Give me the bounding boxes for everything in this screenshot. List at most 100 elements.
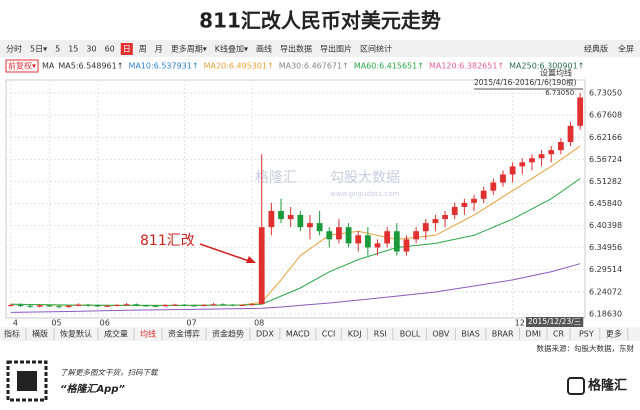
toolbar-item[interactable]: 30 xyxy=(86,45,96,54)
adjust-border xyxy=(5,59,39,73)
candle-body xyxy=(171,304,178,306)
candle-body xyxy=(384,231,391,244)
tab[interactable]: BRAR xyxy=(492,330,514,339)
toolbar-item[interactable]: 5日▾ xyxy=(30,45,47,54)
y-tick-label: 6.45840 xyxy=(589,199,622,208)
tab[interactable]: MACD xyxy=(286,330,310,339)
candle-body xyxy=(75,304,82,306)
candle-body xyxy=(220,304,227,306)
candle-body xyxy=(7,305,14,307)
toolbar-item[interactable]: 15 xyxy=(68,45,78,54)
toolbar-item[interactable]: 经典版 xyxy=(584,44,608,54)
candle-body xyxy=(94,305,101,307)
tab[interactable]: KDJ xyxy=(348,330,362,339)
candle-body xyxy=(104,305,111,307)
candle-body xyxy=(181,304,188,306)
annotation: 811汇改 xyxy=(140,233,195,249)
tab[interactable]: BOLL xyxy=(400,330,421,339)
adjust-button[interactable]: 前复权▾ xyxy=(8,61,36,71)
watermark: www.gogudata.com xyxy=(330,190,399,198)
candle-body xyxy=(413,231,420,240)
y-tick-label: 6.34956 xyxy=(589,243,622,252)
toolbar-item[interactable]: 导出图片 xyxy=(320,44,352,54)
candle-body xyxy=(258,227,265,305)
toolbar-item[interactable]: 全屏 xyxy=(618,44,634,54)
tab[interactable]: PSY xyxy=(579,330,594,339)
toolbar-item[interactable]: 画线 xyxy=(256,44,272,54)
candle-body xyxy=(191,305,198,307)
y-tick-label: 6.62166 xyxy=(589,133,622,142)
tab[interactable]: RSI xyxy=(374,330,387,339)
cursor-date: 2015/12/23/三 xyxy=(528,317,581,326)
candle-body xyxy=(307,223,313,228)
footer-line1: 了解更多图文干货，扫码下载 xyxy=(60,368,159,377)
tab[interactable]: 资金趋势 xyxy=(212,329,244,339)
x-tick-label: 08 xyxy=(254,319,264,328)
annotation-arrow xyxy=(199,243,253,263)
qr-center xyxy=(17,371,37,391)
candle-body xyxy=(432,219,439,224)
candle-body xyxy=(287,215,294,220)
tab[interactable]: DMI xyxy=(526,330,541,339)
y-tick-label: 6.18630 xyxy=(589,309,622,318)
tab[interactable]: CR xyxy=(553,330,565,339)
footer-bg xyxy=(0,355,640,410)
watermark: 格隆汇 xyxy=(255,170,297,186)
y-tick-label: 6.56724 xyxy=(589,155,622,164)
candle-body xyxy=(326,231,333,240)
x-tick-label: 07 xyxy=(187,319,197,328)
legend-item: MA20:6.495301↑ xyxy=(204,62,274,71)
tab[interactable]: 恢复默认 xyxy=(60,329,92,339)
candle-body xyxy=(210,304,217,306)
candle-body xyxy=(143,305,149,307)
candle-body xyxy=(345,227,352,244)
tab[interactable]: 指标 xyxy=(4,329,20,339)
toolbar-item[interactable]: 日 xyxy=(123,45,131,54)
candle-body xyxy=(278,210,284,220)
candle-body xyxy=(85,304,91,306)
toolbar-item[interactable]: 月 xyxy=(155,45,163,54)
candle-body xyxy=(17,305,24,307)
candle-body xyxy=(297,215,304,228)
arrow-head xyxy=(246,256,256,263)
tab[interactable]: 资金博弈 xyxy=(168,329,200,339)
tab[interactable]: CCI xyxy=(322,330,336,339)
footer-line2: “格隆汇App” xyxy=(60,383,125,395)
tab[interactable]: DDX xyxy=(256,330,274,339)
legend-item: MA250:6.300901↑ xyxy=(509,62,584,71)
tab[interactable]: 更多 xyxy=(606,329,622,339)
toolbar-item[interactable]: 分时 xyxy=(6,44,22,54)
candle-body xyxy=(46,305,53,307)
candle-body xyxy=(364,235,371,248)
tab[interactable]: 成交量 xyxy=(104,329,128,339)
legend-prefix: MA xyxy=(42,62,55,71)
tab[interactable]: OBV xyxy=(432,330,450,339)
candle-body xyxy=(152,305,159,307)
toolbar-item[interactable]: 周 xyxy=(139,45,147,54)
candle-body xyxy=(162,305,169,307)
tab[interactable]: 横版 xyxy=(32,329,48,339)
candle-body xyxy=(133,304,140,306)
candle-body xyxy=(471,198,477,203)
candle-body xyxy=(509,166,516,175)
candle-body xyxy=(229,304,236,306)
candle-body xyxy=(451,206,458,216)
toolbar-item[interactable]: 更多周期▾ xyxy=(171,44,207,54)
toolbar-item[interactable]: 60 xyxy=(105,45,115,54)
ma-line xyxy=(10,178,581,306)
cursor-date-bg xyxy=(526,317,584,327)
toolbar-item[interactable]: 5 xyxy=(55,45,60,54)
y-tick-label: 6.73050 xyxy=(589,89,622,98)
candle-body xyxy=(27,305,34,307)
tab[interactable]: 均线 xyxy=(140,329,156,339)
candle-body xyxy=(548,150,555,155)
toolbar-item[interactable]: 导出数据 xyxy=(280,44,312,54)
y-tick-label: 6.51282 xyxy=(589,177,622,186)
tab[interactable]: BIAS xyxy=(461,330,479,339)
x-tick-label: 12 xyxy=(515,319,525,328)
toolbar-item[interactable]: K线叠加▾ xyxy=(215,44,248,54)
toolbar-item[interactable]: 区间统计 xyxy=(360,44,392,54)
candle-body xyxy=(557,142,564,151)
candle-body xyxy=(538,154,545,159)
